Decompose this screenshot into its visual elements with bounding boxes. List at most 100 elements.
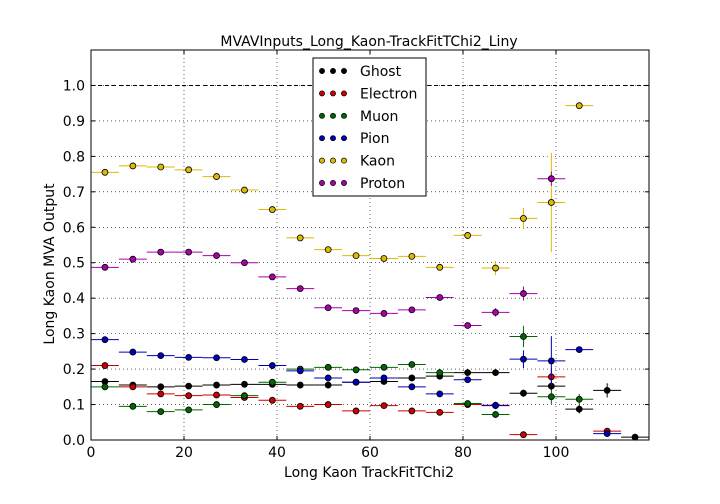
data-point [230,186,259,194]
marker [603,430,611,438]
legend-marker [319,135,325,142]
data-point [370,402,398,410]
marker [213,391,220,399]
marker [575,346,583,353]
data-point [537,336,566,386]
data-point [342,407,370,415]
marker [547,393,555,401]
legend-label: Ghost [360,64,402,80]
marker [157,352,165,360]
legend-item-ghost: Ghost [319,64,402,80]
data-point [342,252,370,260]
marker [185,382,193,390]
marker [101,362,109,369]
x-tick-label: 80 [454,445,472,461]
legend-marker [341,135,347,142]
data-point [565,404,594,414]
data-point [370,310,398,317]
marker [296,367,304,375]
marker [520,431,527,439]
legend-marker [330,180,336,186]
marker [492,308,499,316]
marker [436,369,444,377]
marker [213,401,220,408]
data-point [593,383,622,398]
legend-marker [330,135,336,142]
x-axis-label: Long Kaon TrackFitTChi2 [284,465,454,481]
marker [547,199,555,206]
marker [213,252,220,260]
data-point [202,173,231,180]
legend-box [312,57,427,197]
data-point [481,260,510,276]
marker [520,333,527,340]
data-point [481,308,510,317]
marker [352,366,360,374]
marker [213,381,220,389]
data-point [397,306,426,314]
data-point [91,378,119,385]
legend-marker [341,157,347,164]
y-tick-label: 0.2 [63,362,85,378]
legend-label: Muon [360,109,398,125]
marker [324,381,332,389]
data-point [91,336,119,344]
marker [213,354,220,362]
legend-item-pion: Pion [319,131,389,147]
data-point [370,363,398,371]
marker [268,362,276,369]
data-point [537,381,566,391]
data-point [258,362,287,369]
marker [101,168,109,176]
legend-marker [319,180,325,186]
marker [464,232,472,239]
data-point [202,381,231,389]
marker [324,246,332,254]
legend-label: Electron [360,86,417,102]
data-point [258,396,287,404]
data-point [174,406,203,414]
legend-marker [330,68,336,74]
y-tick-label: 0.8 [63,149,85,165]
marker [520,215,527,222]
marker [129,402,137,410]
legend-item-muon: Muon [319,109,398,125]
marker [464,369,472,377]
y-tick-label: 0.0 [63,433,85,449]
marker [436,408,444,416]
data-point [565,346,594,353]
legend-item-kaon: Kaon [319,154,395,170]
series-muon [91,325,594,419]
data-point [453,322,482,329]
marker [547,175,555,183]
data-point [174,166,203,174]
data-series [91,102,649,441]
y-tick-label: 0.9 [63,114,85,130]
marker [380,363,388,371]
marker [129,255,137,263]
marker [324,363,332,371]
x-tick-label: 20 [175,445,193,461]
data-point [565,393,594,405]
data-point [146,390,175,398]
data-point [481,369,510,377]
data-point [174,353,203,361]
marker [213,173,220,180]
data-point [425,263,454,271]
legend-marker [330,112,336,119]
series-kaon [91,102,594,276]
data-point [202,391,231,399]
y-tick-label: 0.7 [63,185,85,201]
y-axis-label: Long Kaon MVA Output [42,183,58,345]
data-point [286,285,315,293]
data-point [397,361,426,368]
data-point [593,430,622,438]
x-tick-label: 40 [268,445,286,461]
marker [492,264,499,272]
marker [268,206,276,213]
data-point [174,392,203,400]
marker [436,263,444,271]
data-point [314,363,343,371]
legend-marker [341,180,347,186]
